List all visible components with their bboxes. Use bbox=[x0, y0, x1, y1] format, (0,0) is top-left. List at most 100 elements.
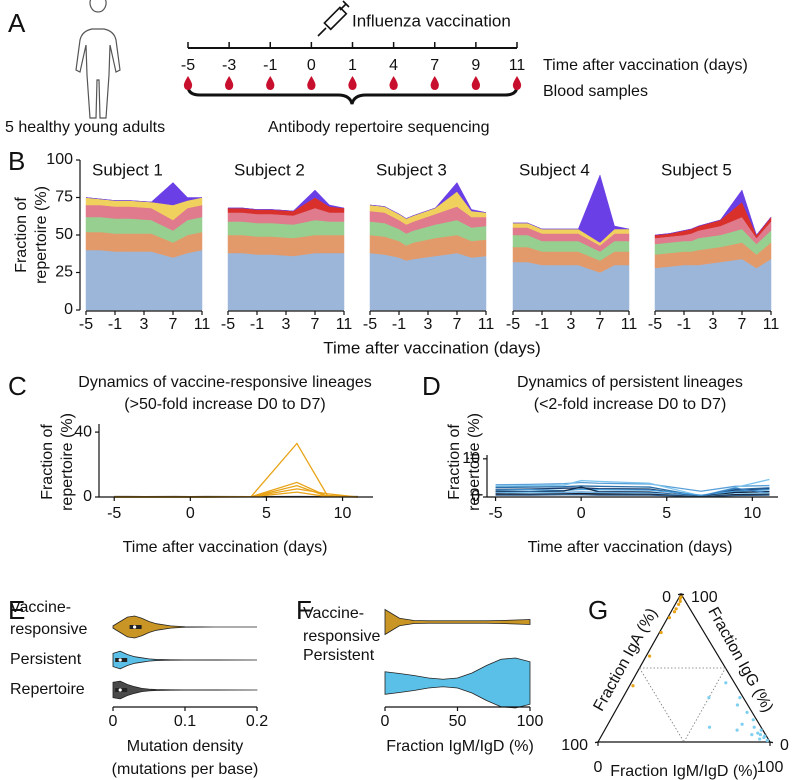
x-axis-label: Time after vaccination (days) bbox=[323, 338, 541, 357]
x-tick-label: 11 bbox=[336, 316, 353, 333]
chart-title: (>50-fold increase D0 to D7) bbox=[124, 396, 325, 413]
y-axis-label: repertoire (%) bbox=[59, 413, 76, 511]
x-tick-label: 7 bbox=[169, 316, 178, 333]
category-label: Vaccine- bbox=[303, 605, 364, 622]
syringe-icon bbox=[317, 0, 350, 37]
person-icon bbox=[75, 0, 121, 119]
violin bbox=[112, 615, 257, 639]
area-band bbox=[85, 249, 203, 311]
category-label: responsive bbox=[303, 628, 380, 645]
point bbox=[679, 595, 683, 599]
subplot-title: Subject 2 bbox=[234, 160, 305, 179]
axis-label: Fraction IgM/IgD (%) bbox=[610, 763, 758, 780]
tick bbox=[677, 593, 682, 596]
x-tick-label: 11 bbox=[621, 316, 638, 333]
x-tick-label: 3 bbox=[567, 316, 576, 333]
blood-drop bbox=[348, 76, 357, 90]
category-label: Persistent bbox=[10, 651, 82, 668]
area-band bbox=[228, 189, 345, 212]
x-tick-label: 0.1 bbox=[174, 713, 196, 730]
blood-drop bbox=[266, 76, 275, 90]
y-tick-label: 100 bbox=[46, 151, 73, 168]
point bbox=[756, 731, 760, 735]
blood-drop bbox=[430, 76, 439, 90]
line-series bbox=[495, 487, 770, 497]
panel-label: D bbox=[422, 371, 441, 401]
line-series bbox=[114, 442, 358, 498]
x-tick-label: -1 bbox=[108, 316, 122, 333]
timepoint-label: 9 bbox=[471, 57, 480, 74]
area-band bbox=[227, 234, 345, 257]
point bbox=[740, 722, 744, 726]
violin bbox=[112, 680, 258, 700]
timepoint-label: -3 bbox=[222, 57, 236, 74]
panel-label: E bbox=[8, 595, 25, 625]
point bbox=[735, 728, 739, 732]
point bbox=[759, 728, 763, 732]
point bbox=[735, 703, 740, 707]
x-tick-label: 0 bbox=[109, 713, 118, 730]
area-band bbox=[654, 258, 772, 311]
y-tick-label: 0 bbox=[83, 488, 92, 505]
line-series bbox=[495, 488, 770, 496]
x-tick-label: 3 bbox=[424, 316, 433, 333]
x-tick-label: -1 bbox=[250, 316, 264, 333]
point bbox=[763, 734, 767, 738]
violin bbox=[112, 650, 258, 670]
panel-label: A bbox=[8, 8, 26, 38]
area-band bbox=[85, 182, 203, 206]
subplot-title: Subject 5 bbox=[661, 160, 732, 179]
y-tick-label: 10 bbox=[462, 450, 480, 467]
grid-line bbox=[639, 667, 685, 743]
panel-label: G bbox=[588, 595, 608, 625]
x-tick-label: 50 bbox=[449, 713, 467, 730]
point bbox=[745, 710, 749, 715]
y-tick-label: 0 bbox=[471, 488, 480, 505]
y-tick-label: 0 bbox=[64, 301, 73, 318]
grid-line bbox=[683, 667, 726, 743]
point bbox=[678, 599, 682, 604]
area-band bbox=[369, 182, 487, 219]
tick-label: 0 bbox=[780, 737, 789, 754]
tick-label: 100 bbox=[561, 737, 588, 754]
blood-drop bbox=[307, 76, 316, 90]
y-tick-label: 25 bbox=[55, 264, 73, 281]
point bbox=[667, 616, 672, 620]
point bbox=[765, 738, 769, 743]
point bbox=[659, 630, 663, 635]
y-tick-label: 50 bbox=[55, 226, 73, 243]
y-tick-label: 40 bbox=[74, 423, 92, 440]
panel-label: C bbox=[8, 371, 27, 401]
point bbox=[631, 684, 635, 688]
x-tick-label: -1 bbox=[677, 316, 691, 333]
subplot-title: Subject 4 bbox=[519, 160, 590, 179]
subplot-title: Subject 3 bbox=[376, 160, 447, 179]
chart-title: Dynamics of persistent lineages bbox=[517, 374, 743, 391]
x-tick-label: -5 bbox=[221, 316, 235, 333]
x-tick-label: 100 bbox=[517, 713, 544, 730]
point bbox=[647, 654, 652, 658]
x-tick-label: -5 bbox=[107, 505, 121, 522]
point bbox=[738, 696, 742, 700]
vaccination-label: Influenza vaccination bbox=[352, 11, 511, 30]
x-tick-label: 10 bbox=[334, 505, 352, 522]
x-tick-label: -1 bbox=[392, 316, 406, 333]
tick bbox=[680, 593, 685, 596]
point bbox=[750, 733, 754, 737]
line-series bbox=[495, 494, 770, 498]
x-tick-label: 11 bbox=[194, 316, 211, 333]
timepoint-label: 4 bbox=[389, 57, 398, 74]
x-tick-label: 5 bbox=[662, 505, 671, 522]
line-series bbox=[495, 486, 770, 498]
tick-label: 100 bbox=[691, 589, 718, 606]
blood-drop bbox=[512, 76, 522, 90]
category-label: Repertoire bbox=[10, 681, 85, 698]
point bbox=[758, 733, 762, 737]
x-tick-label: -5 bbox=[506, 316, 520, 333]
x-tick-label: 7 bbox=[596, 316, 605, 333]
sequencing-label: Antibody repertoire sequencing bbox=[268, 119, 489, 136]
timepoint-label: -5 bbox=[181, 57, 195, 74]
x-axis-label: (mutations per base) bbox=[112, 761, 259, 778]
x-tick-label: 5 bbox=[262, 505, 271, 522]
violin bbox=[384, 608, 531, 636]
